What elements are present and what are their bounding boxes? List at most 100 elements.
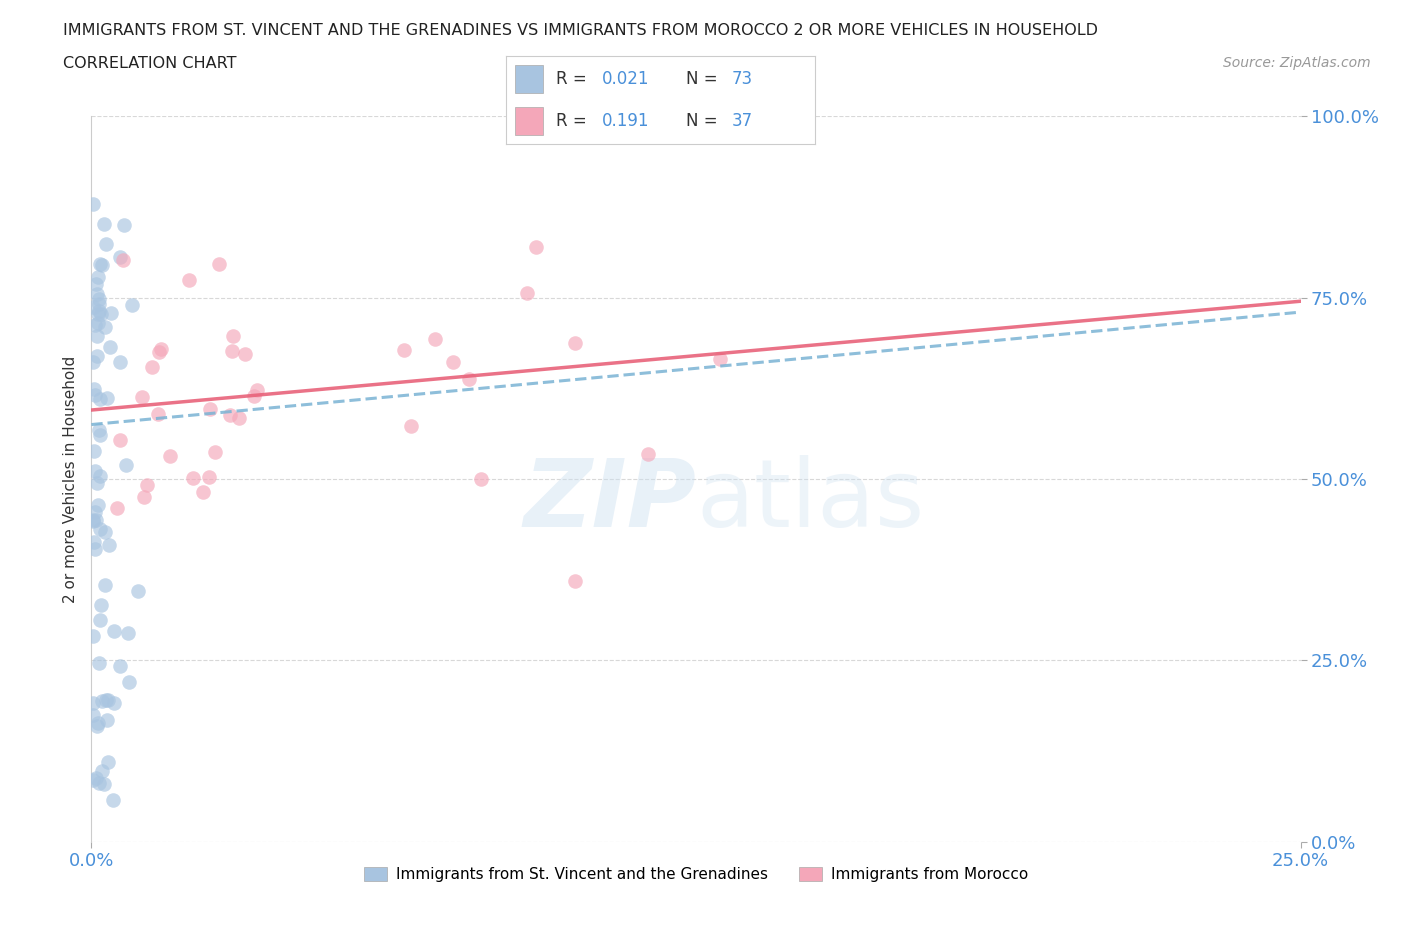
Point xyxy=(94,578,117,592)
Point xyxy=(90,597,112,612)
Point xyxy=(221,344,243,359)
Point xyxy=(84,770,107,785)
Point xyxy=(96,712,118,727)
Point xyxy=(90,306,112,321)
Point xyxy=(84,318,107,333)
Point xyxy=(87,304,110,319)
Point xyxy=(89,469,111,484)
Point xyxy=(89,291,111,306)
Point xyxy=(89,428,111,443)
Point xyxy=(564,336,586,351)
Text: Source: ZipAtlas.com: Source: ZipAtlas.com xyxy=(1223,56,1371,70)
Point xyxy=(93,777,115,791)
Point xyxy=(97,693,120,708)
Point xyxy=(84,464,107,479)
Point xyxy=(87,315,110,330)
Point xyxy=(100,306,122,321)
Point xyxy=(516,286,538,300)
Point xyxy=(82,773,104,788)
Point xyxy=(141,360,163,375)
Point xyxy=(84,276,107,291)
Point xyxy=(83,504,105,519)
Point xyxy=(198,401,221,416)
Point xyxy=(82,514,104,529)
Text: ZIP: ZIP xyxy=(523,455,696,547)
Point xyxy=(103,792,125,807)
Bar xyxy=(516,107,543,136)
Point xyxy=(87,423,110,438)
Text: N =: N = xyxy=(686,113,723,130)
Point xyxy=(91,694,114,709)
Point xyxy=(524,239,547,254)
Point xyxy=(149,341,172,356)
Point xyxy=(82,696,104,711)
Point xyxy=(82,354,104,369)
Point xyxy=(243,388,266,403)
Point xyxy=(111,253,134,268)
Y-axis label: 2 or more Vehicles in Household: 2 or more Vehicles in Household xyxy=(62,355,77,603)
Point xyxy=(82,707,104,722)
Point xyxy=(112,218,135,232)
Legend: Immigrants from St. Vincent and the Grenadines, Immigrants from Morocco: Immigrants from St. Vincent and the Gren… xyxy=(359,860,1033,888)
Point xyxy=(131,389,153,404)
Point xyxy=(94,525,117,539)
Point xyxy=(399,419,422,434)
Point xyxy=(83,381,105,396)
Point xyxy=(84,542,107,557)
Point xyxy=(470,472,492,486)
Point xyxy=(208,257,231,272)
Point xyxy=(423,332,446,347)
Point xyxy=(219,408,242,423)
Point xyxy=(103,696,125,711)
Point xyxy=(83,534,105,549)
Point xyxy=(82,299,104,314)
Point xyxy=(222,328,245,343)
Point xyxy=(233,346,256,361)
Point xyxy=(87,269,110,284)
Text: 0.191: 0.191 xyxy=(602,113,650,130)
Point xyxy=(108,432,131,447)
Point xyxy=(198,470,221,485)
Text: CORRELATION CHART: CORRELATION CHART xyxy=(63,56,236,71)
Point xyxy=(127,584,149,599)
Point xyxy=(181,471,204,485)
Point xyxy=(87,716,110,731)
Point xyxy=(146,406,169,421)
Point xyxy=(637,446,659,461)
Point xyxy=(87,498,110,513)
Point xyxy=(246,382,269,397)
Point xyxy=(91,258,114,272)
Point xyxy=(441,354,464,369)
Text: IMMIGRANTS FROM ST. VINCENT AND THE GRENADINES VS IMMIGRANTS FROM MOROCCO 2 OR M: IMMIGRANTS FROM ST. VINCENT AND THE GREN… xyxy=(63,23,1098,38)
Point xyxy=(86,349,108,364)
Point xyxy=(159,449,181,464)
Point xyxy=(110,354,132,369)
Point xyxy=(82,196,104,211)
Point xyxy=(94,319,117,334)
Text: R =: R = xyxy=(555,113,592,130)
Point xyxy=(191,485,214,499)
Point xyxy=(83,444,105,458)
Point xyxy=(83,388,105,403)
Point xyxy=(709,352,731,366)
Bar xyxy=(516,65,543,93)
Point xyxy=(82,512,104,527)
Point xyxy=(86,286,108,301)
Point xyxy=(117,626,139,641)
Point xyxy=(148,344,170,359)
Point xyxy=(89,612,111,627)
Point xyxy=(98,339,121,354)
Point xyxy=(108,658,131,673)
Point xyxy=(86,328,108,343)
Point xyxy=(118,674,141,689)
Point xyxy=(82,629,104,644)
Point xyxy=(86,475,108,490)
Point xyxy=(135,478,157,493)
Point xyxy=(93,217,115,232)
Point xyxy=(228,410,250,425)
Point xyxy=(96,391,118,405)
Point xyxy=(90,764,112,778)
Point xyxy=(94,236,117,251)
Text: R =: R = xyxy=(555,70,592,87)
Point xyxy=(134,489,156,504)
